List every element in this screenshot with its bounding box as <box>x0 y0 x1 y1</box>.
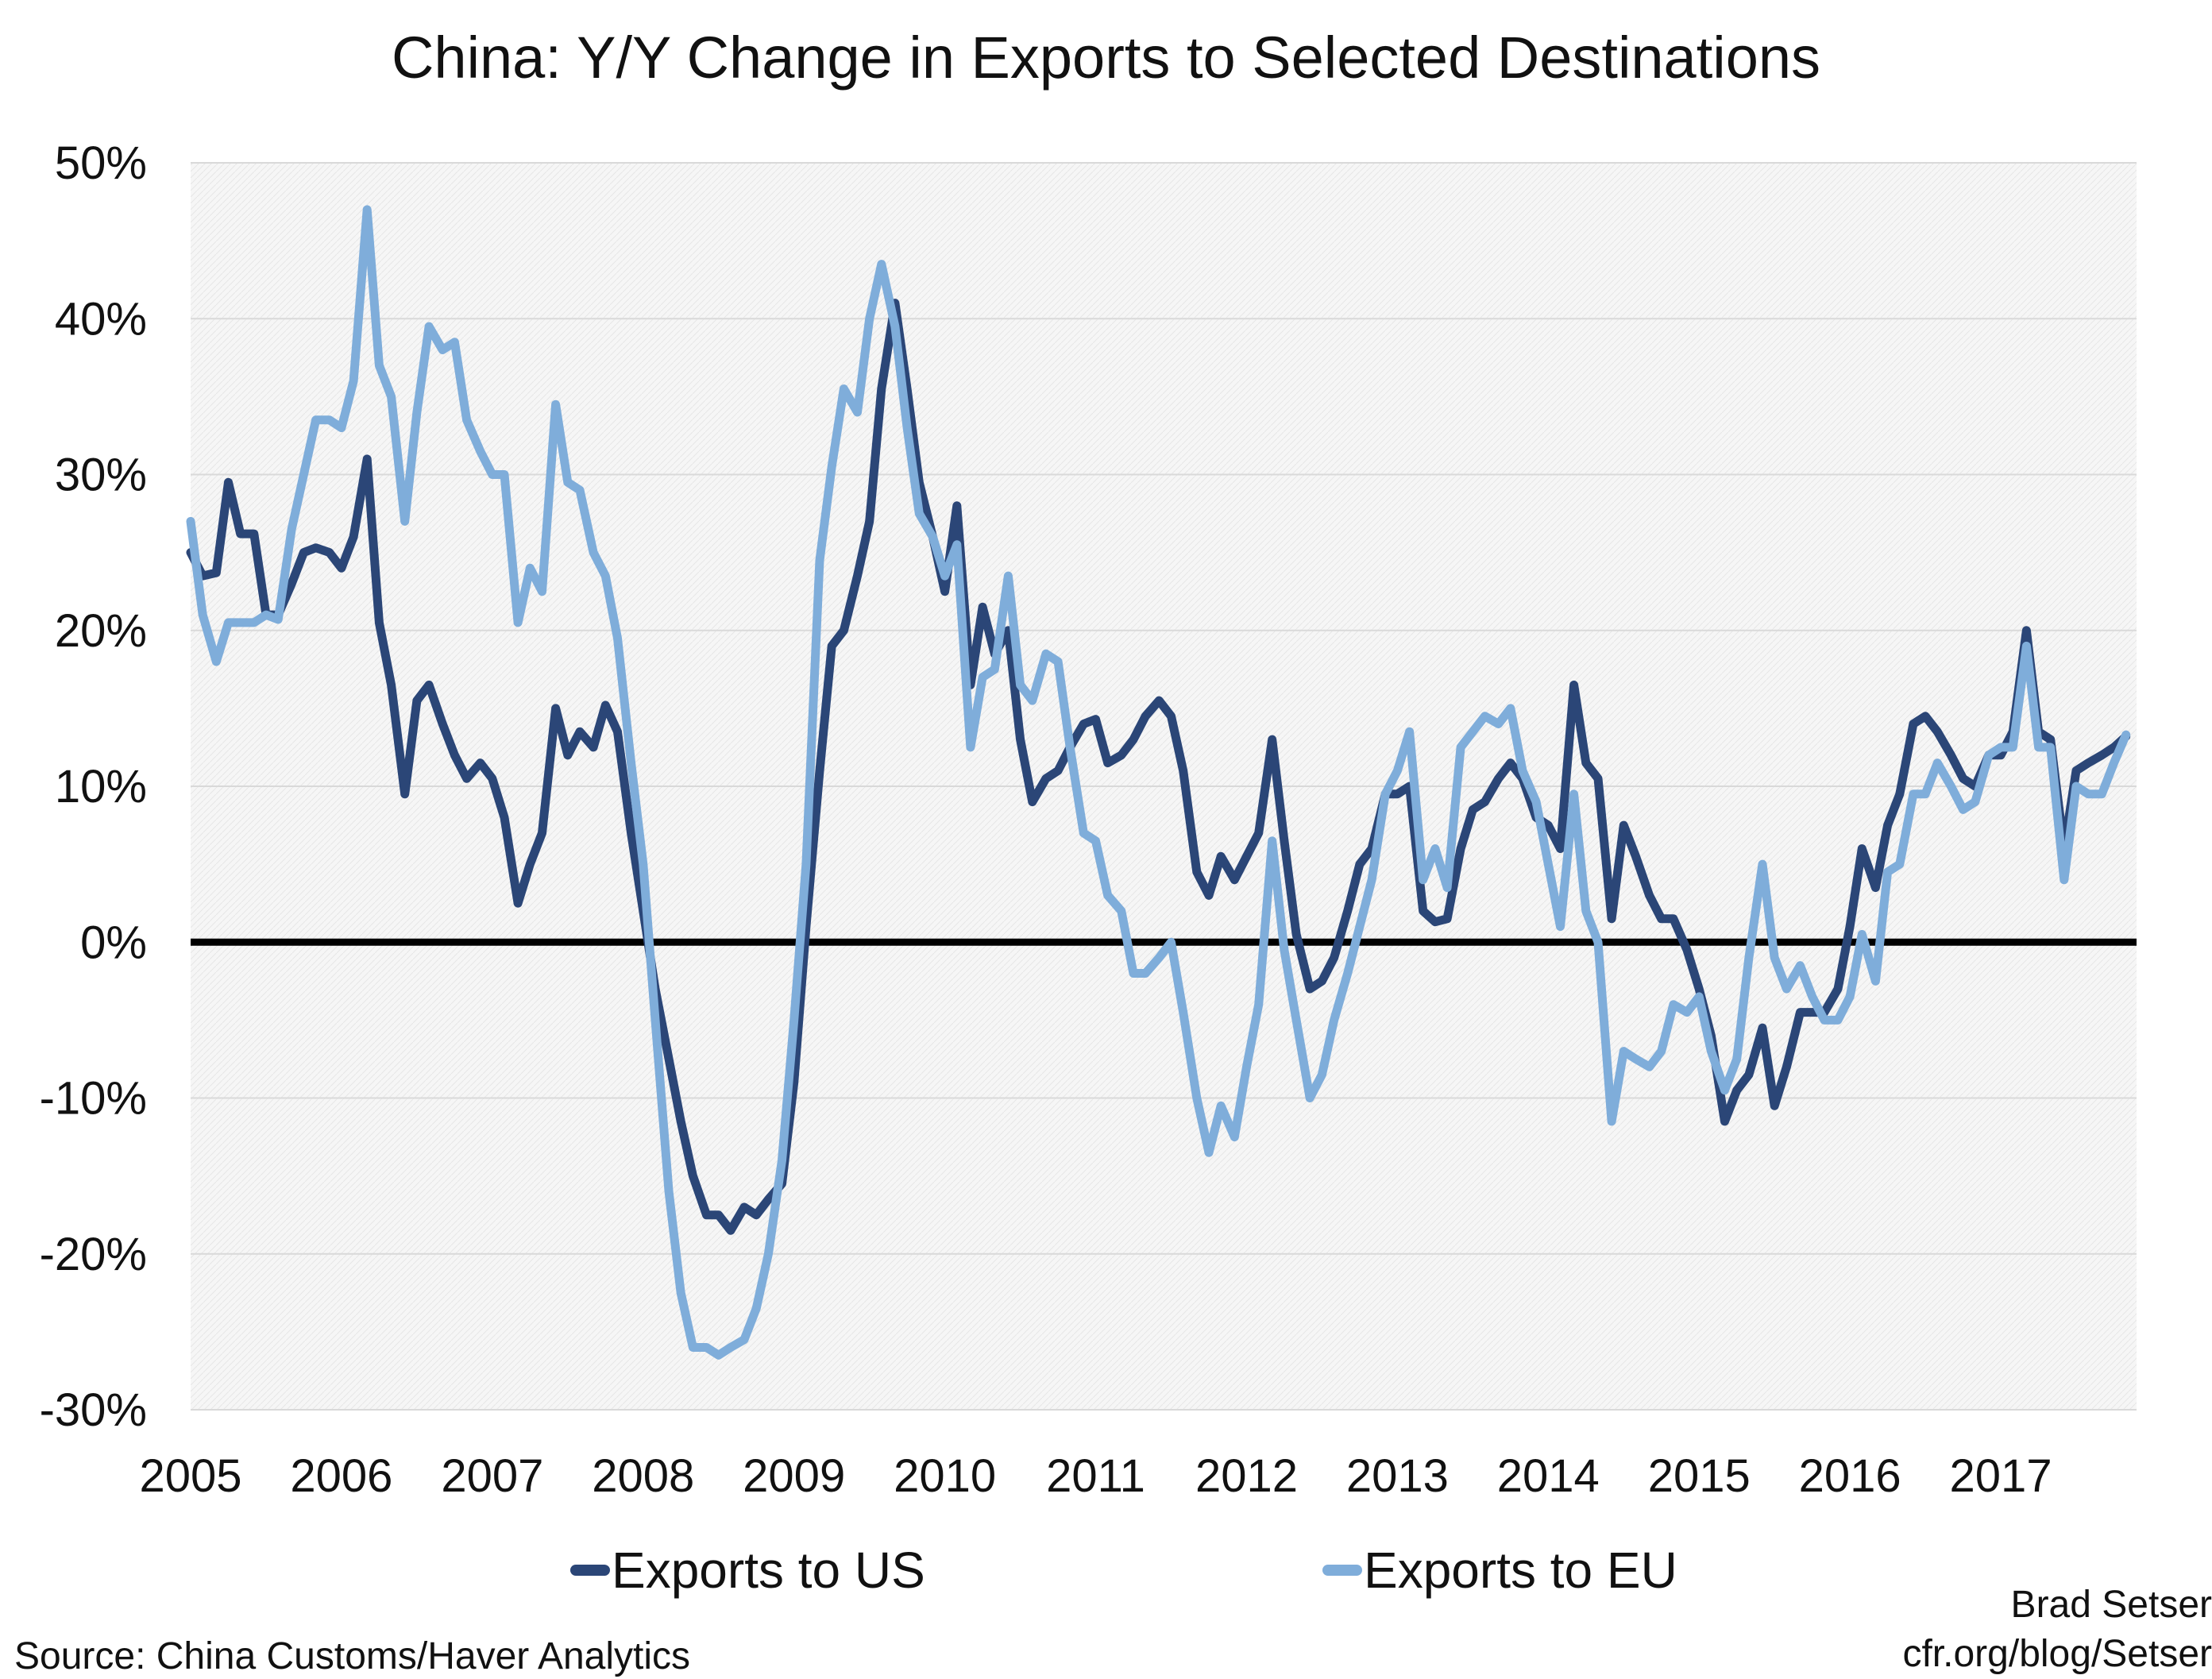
legend-swatch-us <box>570 1565 610 1576</box>
x-tick-label: 2009 <box>743 1450 845 1502</box>
x-tick-label: 2013 <box>1346 1450 1449 1502</box>
y-tick-label: 0% <box>80 917 147 968</box>
y-tick-label: 40% <box>55 293 147 345</box>
y-tick-label: 50% <box>55 137 147 189</box>
x-tick-labels: 2005 2006 2007 2008 2009 2010 2011 2012 2013 2014… <box>139 1450 2052 1502</box>
x-tick-label: 2016 <box>1799 1450 1901 1502</box>
x-tick-label: 2015 <box>1648 1450 1751 1502</box>
credit-url: cfr.org/blog/Setser <box>1902 1633 2212 1675</box>
chart-title: China: Y/Y Change in Exports to Selected… <box>391 25 1821 91</box>
y-tick-label: -10% <box>40 1073 147 1125</box>
y-tick-label: -20% <box>40 1229 147 1280</box>
x-tick-label: 2014 <box>1497 1450 1600 1502</box>
x-tick-label: 2005 <box>139 1450 241 1502</box>
legend-label-us: Exports to US <box>612 1542 925 1599</box>
x-tick-label: 2011 <box>1046 1450 1145 1502</box>
legend-swatch-eu <box>1322 1565 1362 1576</box>
series-line-exports-us <box>186 299 2131 1235</box>
y-tick-label: 30% <box>55 450 147 501</box>
y-tick-label: -30% <box>40 1384 147 1436</box>
source-note: Source: China Customs/Haver Analytics <box>14 1635 691 1677</box>
credit-author: Brad Setser <box>2010 1584 2212 1626</box>
y-tick-label: 10% <box>55 761 147 812</box>
x-tick-label: 2008 <box>592 1450 694 1502</box>
gridlines <box>191 162 2137 1411</box>
x-tick-label: 2007 <box>441 1450 543 1502</box>
series-line-exports-eu <box>186 205 2131 1360</box>
y-tick-labels: 50% 40% 30% 20% 10% 0% -10% -20% -30% <box>40 137 147 1436</box>
x-tick-label: 2017 <box>1950 1450 2052 1502</box>
legend-us: Exports to US <box>570 1541 925 1600</box>
x-tick-label: 2010 <box>894 1450 996 1502</box>
series-lines <box>186 205 2131 1360</box>
x-tick-label: 2006 <box>290 1450 392 1502</box>
y-tick-label: 20% <box>55 605 147 657</box>
credit-block: Brad Setser cfr.org/blog/Setser <box>1902 1581 2212 1679</box>
legend-eu: Exports to EU <box>1322 1541 1677 1600</box>
x-tick-label: 2012 <box>1195 1450 1298 1502</box>
legend-label-eu: Exports to EU <box>1364 1542 1677 1599</box>
